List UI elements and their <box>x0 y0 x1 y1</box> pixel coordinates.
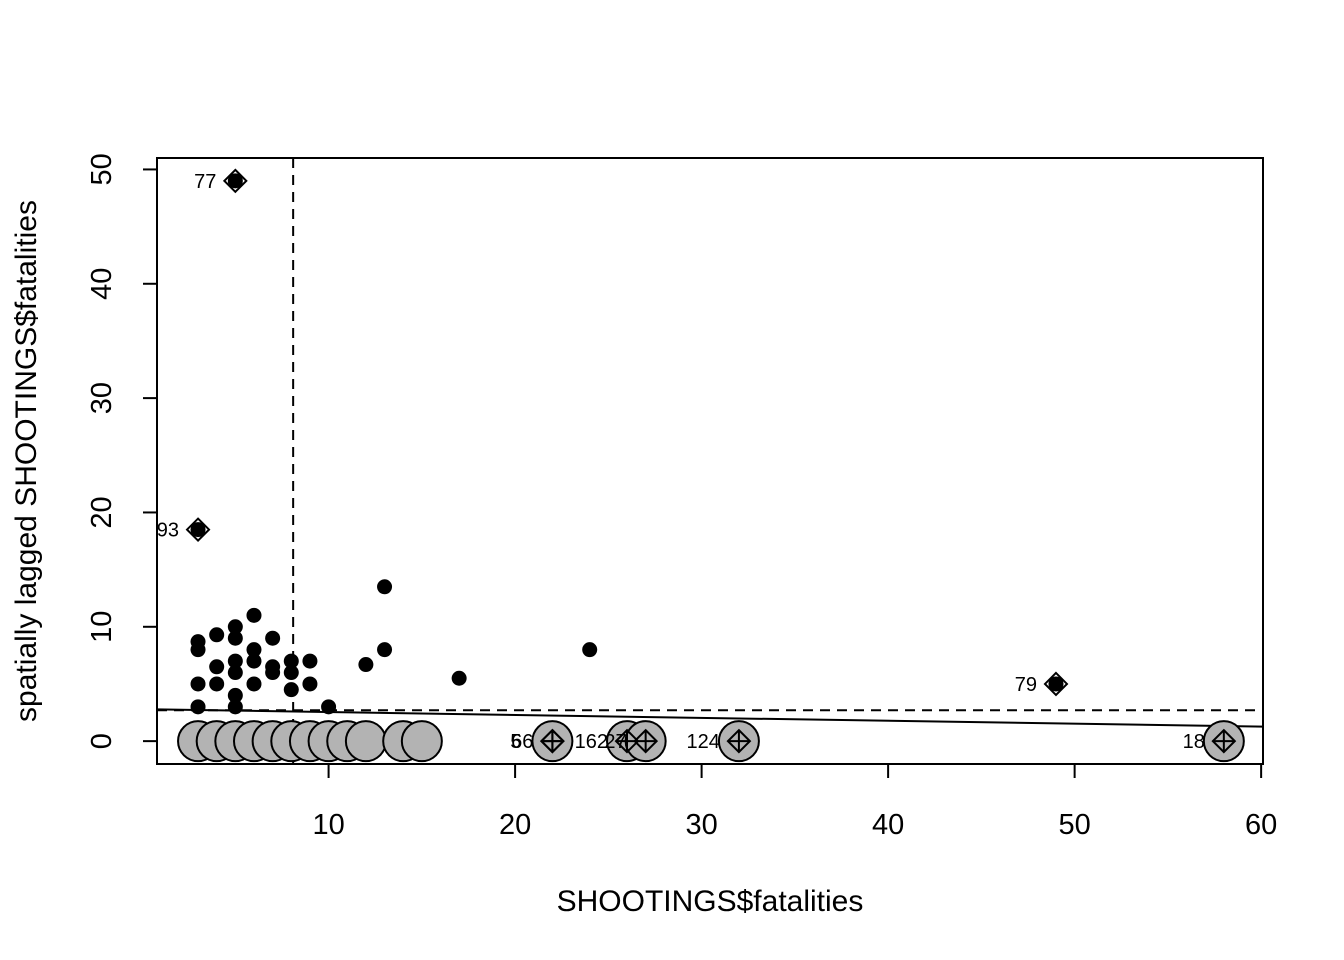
y-tick-label: 40 <box>86 268 118 300</box>
x-tick-label: 20 <box>499 809 531 841</box>
data-point <box>377 579 393 595</box>
data-point <box>209 676 225 692</box>
y-axis: 0 10 20 30 40 50 <box>86 153 157 749</box>
influential-point-label: 77 <box>194 171 216 193</box>
data-point <box>302 653 318 669</box>
influential-point-dot <box>190 522 206 538</box>
data-point <box>227 665 243 681</box>
x-tick-label: 10 <box>312 809 344 841</box>
zero-lag-point <box>344 720 387 763</box>
influential-point-label: 124 <box>687 731 720 753</box>
influential-point-label: 162 <box>575 731 608 753</box>
data-point <box>358 657 374 673</box>
data-point <box>265 630 281 646</box>
data-point <box>582 642 598 658</box>
zero-lag-point <box>400 720 443 763</box>
influential-point-label: 93 <box>157 520 179 542</box>
influential-point-dot <box>227 173 243 189</box>
influential-point-label: 66 <box>511 731 533 753</box>
data-point <box>227 653 243 669</box>
influential-point-label: 18 <box>1183 731 1205 753</box>
data-point <box>321 699 337 715</box>
influential-point-diamond <box>1043 671 1069 697</box>
y-tick-label: 30 <box>86 382 118 414</box>
data-point <box>190 676 206 692</box>
data-point <box>190 642 206 658</box>
influential-point-diamond <box>185 517 211 543</box>
influential-point-dot <box>1048 676 1064 692</box>
data-point <box>283 665 299 681</box>
data-point <box>451 670 467 686</box>
y-axis-title: spatially lagged SHOOTINGS$fatalities <box>10 200 43 722</box>
data-point <box>227 630 243 646</box>
data-point <box>246 653 262 669</box>
x-axis: 10 20 30 40 50 60 <box>312 764 1277 841</box>
data-point <box>246 607 262 623</box>
x-axis-title: SHOOTINGS$fatalities <box>557 885 864 918</box>
data-point <box>209 659 225 675</box>
plot-frame <box>156 157 1264 765</box>
data-point <box>190 699 206 715</box>
data-point <box>246 676 262 692</box>
x-tick-label: 50 <box>1058 809 1090 841</box>
y-tick-label: 50 <box>86 153 118 185</box>
data-point <box>283 653 299 669</box>
x-tick-label: 60 <box>1245 809 1277 841</box>
y-tick-label: 0 <box>86 733 118 749</box>
influential-point-label: 5 <box>510 731 521 753</box>
data-point <box>209 627 225 643</box>
data-point <box>227 699 243 715</box>
y-tick-label: 20 <box>86 496 118 528</box>
influential-point-label: 79 <box>1015 674 1037 696</box>
data-point <box>283 682 299 698</box>
data-point <box>265 665 281 681</box>
influential-point-label: 27 <box>604 731 626 753</box>
influential-point-diamond <box>222 168 248 194</box>
data-point <box>227 619 243 635</box>
x-tick-label: 40 <box>872 809 904 841</box>
data-point <box>246 642 262 658</box>
x-tick-label: 30 <box>685 809 717 841</box>
data-point <box>227 687 243 703</box>
y-tick-label: 10 <box>86 611 118 643</box>
data-point <box>302 676 318 692</box>
regression-line <box>156 708 1264 728</box>
data-point <box>377 642 393 658</box>
